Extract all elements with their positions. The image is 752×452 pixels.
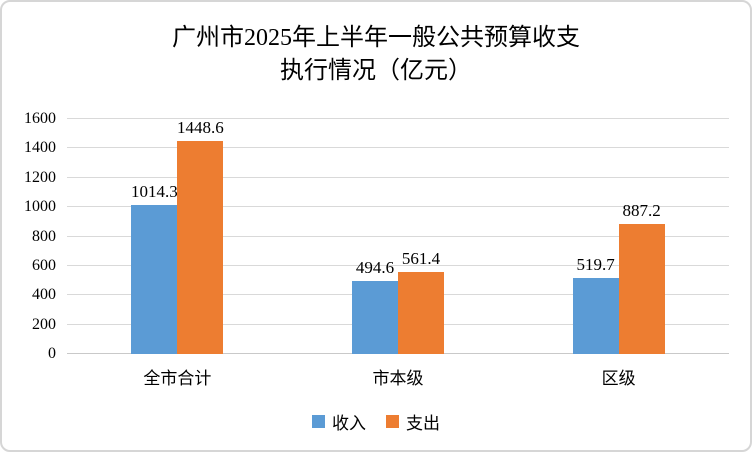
bar-slot: 1014.3	[130, 119, 178, 354]
y-axis-tick-label: 1000	[24, 198, 56, 216]
chart-title-line-2: 执行情况（亿元）	[280, 58, 472, 84]
bar-group: 1014.3 1448.6	[67, 119, 288, 354]
bar-slot: 561.4	[398, 119, 444, 354]
plot-area: 1014.3 1448.6 494.6 561.4 519.7 887.2	[67, 118, 729, 354]
bar-pair: 519.7 887.2	[572, 119, 665, 354]
bar-value-label: 561.4	[401, 248, 441, 268]
bar-pair: 494.6 561.4	[352, 119, 444, 354]
y-axis-tick-label: 1600	[24, 110, 56, 127]
bar-slot: 494.6	[352, 119, 398, 354]
bar-收入	[572, 277, 619, 354]
y-axis-tick-label: 1400	[24, 139, 56, 157]
bar-group: 519.7 887.2	[508, 119, 729, 354]
bar-group: 494.6 561.4	[288, 119, 509, 354]
legend: 收入 支出	[2, 409, 750, 434]
y-axis-tick-label: 600	[32, 256, 56, 274]
bar-groups: 1014.3 1448.6 494.6 561.4 519.7 887.2	[67, 119, 729, 354]
bar-pair: 1014.3 1448.6	[130, 118, 224, 354]
x-axis-labels: 全市合计 市本级 区级	[67, 364, 729, 389]
y-axis-tick-label: 400	[32, 286, 56, 304]
bar-value-label: 494.6	[355, 258, 395, 278]
x-axis-category-label: 全市合计	[143, 369, 212, 388]
bar-value-label: 1448.6	[176, 118, 224, 138]
legend-label-expenditure: 支出	[406, 414, 440, 433]
bar-收入	[352, 281, 398, 354]
bar-value-label: 519.7	[576, 254, 615, 274]
legend-swatch-expenditure	[386, 415, 399, 428]
bar-value-label: 1014.3	[130, 182, 178, 202]
gridline	[67, 235, 729, 237]
y-axis-labels: 0 200 400 600 800 1000 1200 1400 1600	[2, 111, 60, 362]
bar-支出	[398, 271, 444, 354]
gridline	[67, 176, 729, 178]
legend-label-income: 收入	[332, 414, 366, 433]
legend-swatch-income	[312, 415, 325, 428]
chart-title: 广州市2025年上半年一般公共预算收支 执行情况（亿元）	[2, 22, 750, 88]
gridline	[67, 147, 729, 149]
y-axis-tick-label: 1200	[24, 168, 56, 186]
chart-title-line-1: 广州市2025年上半年一般公共预算收支	[172, 25, 580, 51]
legend-item-expenditure: 支出	[386, 409, 440, 434]
bar-支出	[177, 141, 224, 354]
gridline	[67, 264, 729, 266]
gridline	[67, 118, 729, 119]
bar-slot: 519.7	[572, 119, 619, 354]
legend-item-income: 收入	[312, 409, 366, 434]
bar-支出	[618, 223, 665, 354]
bar-slot: 887.2	[618, 119, 665, 354]
gridline	[67, 206, 729, 208]
x-axis-category-label: 市本级	[372, 369, 424, 388]
bar-slot: 1448.6	[176, 118, 224, 354]
y-axis-tick-label: 200	[32, 315, 56, 333]
y-axis-tick-label: 0	[48, 345, 56, 362]
bar-收入	[131, 205, 178, 354]
x-axis-category-label: 区级	[601, 369, 636, 388]
y-axis-tick-label: 800	[32, 227, 56, 245]
bar-value-label: 887.2	[622, 200, 661, 220]
